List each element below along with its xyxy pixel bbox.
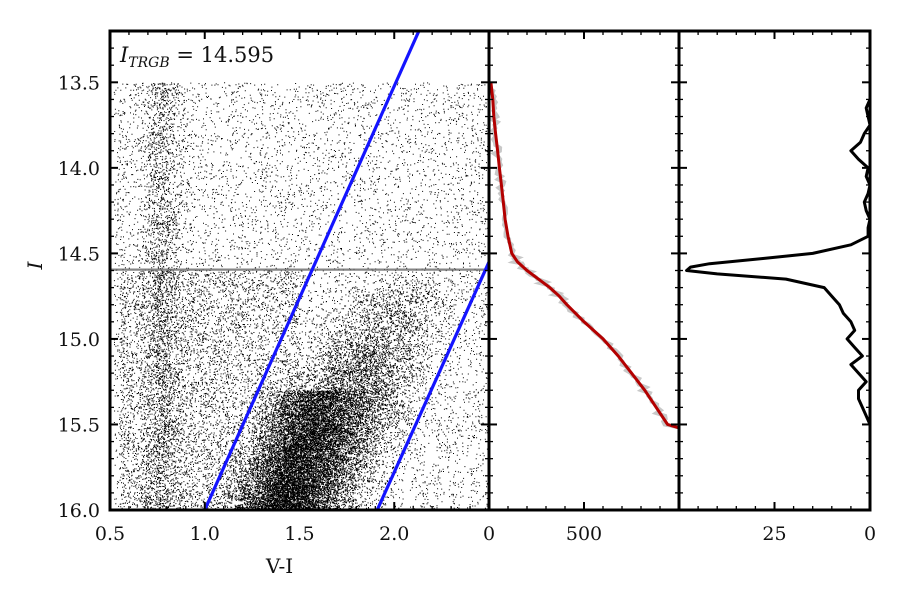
y-axis-title: I <box>23 260 47 270</box>
trgb-annotation: ITRGB = 14.595 <box>119 43 274 71</box>
edge-plot-area <box>685 98 870 426</box>
y-tick-label: 14.5 <box>58 243 100 265</box>
cmd-x-tick-label: 0.5 <box>95 523 125 545</box>
y-tick-label: 15.0 <box>58 329 100 351</box>
lf-smoothed-curve <box>489 82 679 430</box>
edge-x-tick-label: 0 <box>864 523 876 545</box>
y-tick-label: 13.5 <box>58 72 100 94</box>
selection-line-2 <box>375 261 489 510</box>
cmd-x-tick-label: 1.5 <box>284 523 314 545</box>
y-tick-label: 14.0 <box>58 158 100 180</box>
annotation-subscript: TRGB <box>128 55 169 71</box>
cmd-star-points <box>113 82 488 510</box>
lf-frame <box>487 29 681 512</box>
edge-frame <box>677 29 872 512</box>
y-tick-label: 15.5 <box>58 414 100 436</box>
edge-x-tick-label: 25 <box>762 523 786 545</box>
x-axis-title: V-I <box>265 554 293 578</box>
cmd-x-tick-label: 1.0 <box>190 523 220 545</box>
lf-x-tick-label: 500 <box>566 523 602 545</box>
selection-line-1 <box>203 31 421 510</box>
annotation-value: = 14.595 <box>170 43 274 67</box>
annotation-symbol: I <box>119 43 129 67</box>
cmd-x-tick-label: 2.0 <box>379 523 409 545</box>
lf-plot-area <box>489 82 679 430</box>
cmd-plot-area <box>110 31 489 510</box>
edge-response-curve <box>685 98 870 426</box>
y-tick-label: 16.0 <box>58 500 100 522</box>
lf-x-tick-label: 0 <box>483 523 495 545</box>
lf-raw-curve <box>489 82 679 430</box>
